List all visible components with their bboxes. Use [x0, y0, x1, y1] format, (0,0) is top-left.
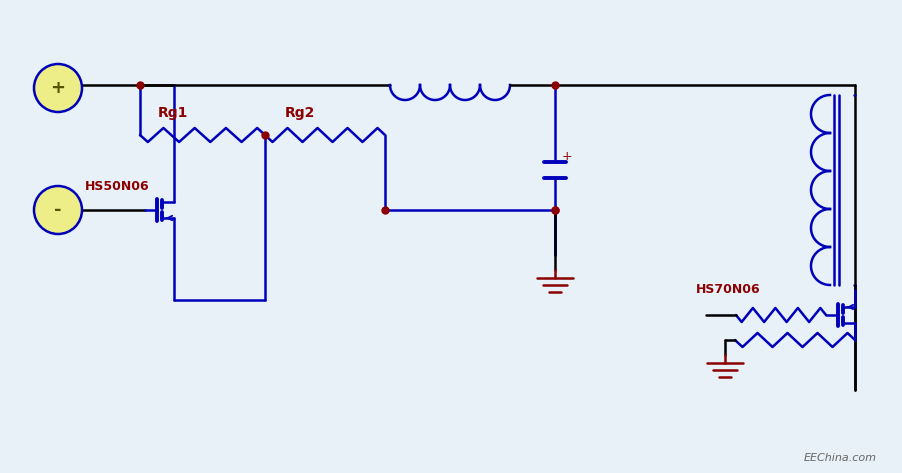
Text: +: + [561, 150, 572, 163]
Text: EEChina.com: EEChina.com [803, 453, 876, 463]
Text: Rg1: Rg1 [158, 106, 189, 120]
Text: Rg2: Rg2 [285, 106, 315, 120]
Text: HS70N06: HS70N06 [695, 283, 759, 296]
Text: HS50N06: HS50N06 [85, 180, 150, 193]
Text: -: - [54, 201, 61, 219]
Circle shape [34, 64, 82, 112]
Text: +: + [51, 79, 66, 97]
Circle shape [34, 186, 82, 234]
